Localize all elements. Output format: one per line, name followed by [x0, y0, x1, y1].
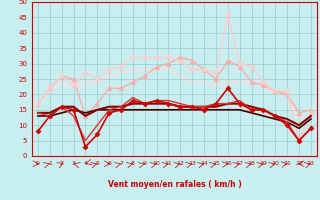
X-axis label: Vent moyen/en rafales ( km/h ): Vent moyen/en rafales ( km/h ) — [108, 180, 241, 189]
